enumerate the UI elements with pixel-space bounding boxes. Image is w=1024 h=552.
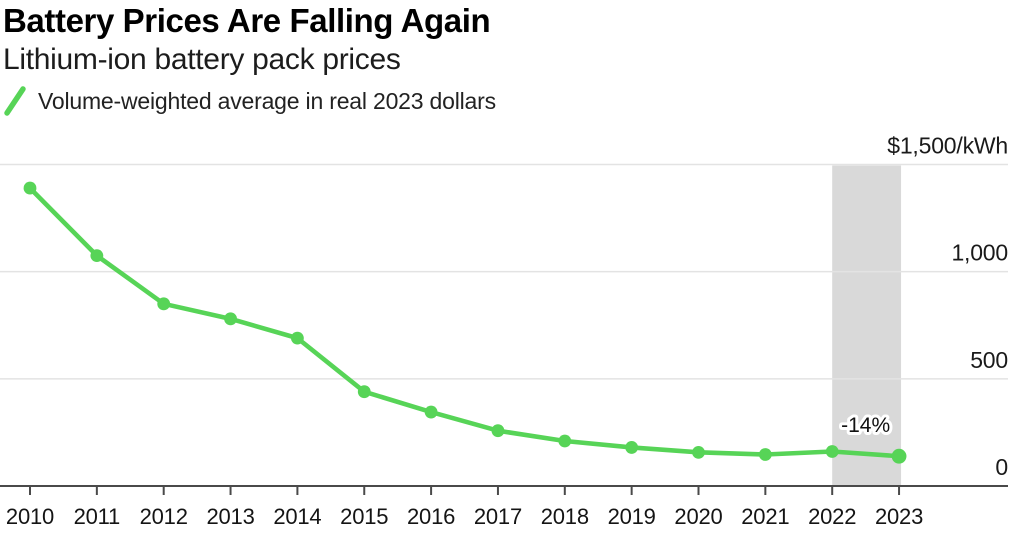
x-axis-label: 2016: [407, 504, 455, 529]
chart-subtitle: Lithium-ion battery pack prices: [3, 43, 401, 76]
x-axis-label: 2014: [273, 504, 321, 529]
x-axis-label: 2012: [140, 504, 188, 529]
y-axis-label: 1,000: [951, 240, 1008, 266]
y-axis-label: $1,500/kWh: [887, 133, 1008, 159]
data-point: [90, 249, 104, 262]
x-axis-label: 2017: [474, 504, 522, 529]
data-point: [424, 405, 438, 419]
legend-label: Volume-weighted average in real 2023 dol…: [38, 87, 496, 114]
x-axis-label: 2020: [674, 504, 722, 529]
price-line: [27, 185, 902, 459]
x-axis-label: 2018: [541, 504, 589, 529]
x-axis-label: 2013: [206, 504, 254, 529]
data-point: [157, 297, 171, 311]
x-axis-label: 2011: [74, 504, 121, 529]
y-axis-label: 0: [995, 454, 1008, 480]
y-axis-label: 500: [970, 347, 1008, 373]
data-point: [491, 424, 505, 438]
x-axis-label: 2015: [340, 504, 388, 529]
data-point: [692, 445, 705, 459]
highlight-band: [832, 165, 902, 486]
x-axis-label: 2021: [741, 504, 789, 529]
data-point: [224, 312, 237, 326]
data-point: [758, 448, 772, 461]
data-point: [825, 445, 839, 458]
chart-title: Battery Prices Are Falling Again: [3, 2, 491, 39]
data-point: [23, 181, 37, 195]
x-axis-label: 2023: [875, 504, 923, 529]
data-point: [558, 434, 572, 448]
x-axis-label: 2022: [808, 504, 856, 529]
legend: Volume-weighted average in real 2023 dol…: [3, 85, 496, 117]
x-axis-label: 2010: [6, 504, 54, 529]
data-point: [891, 448, 907, 464]
legend-line-swatch-icon: [4, 86, 26, 116]
data-point: [291, 331, 304, 345]
data-point: [357, 385, 371, 399]
data-point: [625, 441, 639, 454]
change-annotation: -14%: [841, 414, 890, 437]
x-axis-label: 2019: [608, 504, 656, 529]
